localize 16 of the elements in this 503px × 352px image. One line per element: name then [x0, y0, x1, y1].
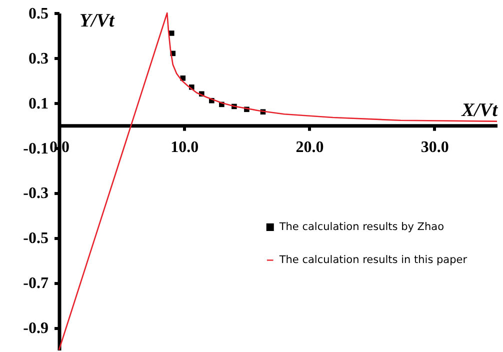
y-tick-label: -0.5: [23, 230, 48, 248]
x-axis-title: X/Vt: [460, 100, 498, 121]
y-tick-label: -0.9: [23, 320, 48, 338]
legend-label: The calculation results by Zhao: [278, 221, 444, 234]
x-tick-label: 30.0: [420, 138, 449, 156]
y-tick-label: -0.7: [23, 275, 48, 292]
x-tick-label: 20.0: [296, 138, 324, 156]
y-tick-label: 0.5: [28, 6, 48, 22]
y-tick-label: -0.3: [23, 185, 48, 202]
point: [168, 30, 174, 36]
y-tick-label: -0.1: [23, 140, 48, 158]
legend-label: The calculation results in this paper: [278, 254, 468, 266]
y-tick-label: 0.1: [28, 95, 48, 112]
y-axis-title: Y/Vt: [80, 10, 116, 32]
y-tick-label: 0.3: [28, 50, 48, 68]
x-tick-label: 10.0: [170, 138, 199, 156]
